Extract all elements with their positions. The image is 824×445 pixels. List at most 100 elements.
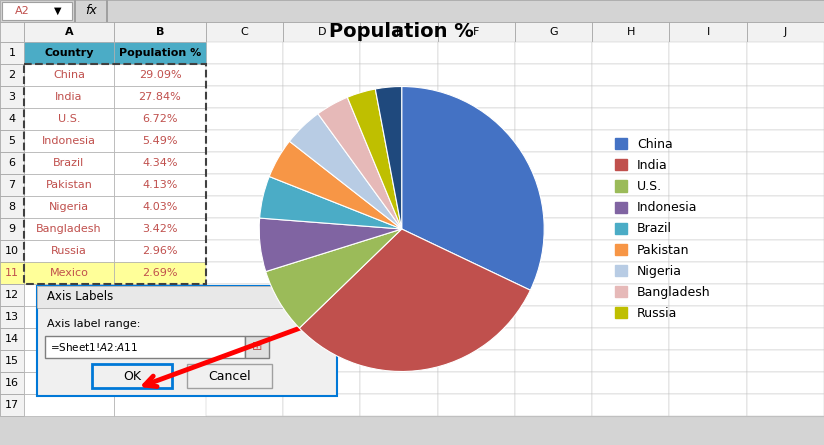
Bar — [24, 262, 114, 284]
Text: 3.42%: 3.42% — [143, 224, 178, 234]
Text: H: H — [627, 27, 635, 37]
Bar — [515, 42, 592, 64]
Bar — [747, 152, 824, 174]
Text: 4.34%: 4.34% — [143, 158, 178, 168]
Bar — [360, 86, 438, 108]
Text: B: B — [156, 27, 164, 37]
Bar — [24, 372, 114, 394]
Bar — [669, 152, 747, 174]
Bar — [24, 328, 114, 350]
Bar — [669, 350, 747, 372]
Bar — [592, 130, 669, 152]
Bar — [747, 64, 824, 86]
Bar — [206, 108, 283, 130]
Bar — [0, 262, 24, 284]
Bar — [592, 262, 669, 284]
Bar — [747, 42, 824, 64]
Text: U.S.: U.S. — [58, 114, 80, 124]
Text: 6.72%: 6.72% — [143, 114, 178, 124]
Bar — [206, 64, 283, 86]
Bar — [669, 218, 747, 240]
Bar — [24, 22, 114, 42]
Bar — [515, 218, 592, 240]
Bar — [74, 0, 76, 22]
Bar — [283, 130, 360, 152]
Text: 5: 5 — [8, 136, 16, 146]
Bar — [24, 174, 114, 196]
Text: Mexico: Mexico — [49, 268, 88, 278]
Text: Indonesia: Indonesia — [42, 136, 96, 146]
Text: India: India — [55, 92, 82, 102]
Bar — [114, 42, 206, 64]
Text: 2.69%: 2.69% — [143, 268, 178, 278]
Bar — [360, 108, 438, 130]
Bar — [438, 240, 515, 262]
Bar — [0, 196, 24, 218]
Bar — [114, 152, 206, 174]
Bar — [747, 240, 824, 262]
Bar — [438, 64, 515, 86]
Text: G: G — [550, 27, 558, 37]
Bar — [114, 196, 206, 218]
Bar — [360, 328, 438, 350]
Text: 4: 4 — [8, 114, 16, 124]
Bar — [114, 218, 206, 240]
Bar — [669, 240, 747, 262]
Text: 10: 10 — [5, 246, 19, 256]
Bar — [592, 196, 669, 218]
Bar — [592, 108, 669, 130]
Bar — [592, 218, 669, 240]
Bar — [37, 286, 337, 396]
Text: 9: 9 — [8, 224, 16, 234]
Bar — [206, 240, 283, 262]
Bar — [283, 306, 360, 328]
Bar — [0, 0, 824, 22]
Bar — [114, 240, 206, 262]
Bar — [24, 394, 114, 416]
Bar — [0, 328, 24, 350]
Text: I: I — [706, 27, 709, 37]
Bar — [515, 372, 592, 394]
Text: F: F — [473, 27, 480, 37]
Text: Brazil: Brazil — [54, 158, 85, 168]
Bar — [592, 174, 669, 196]
Text: 11: 11 — [5, 268, 19, 278]
Bar — [206, 306, 283, 328]
Bar — [206, 350, 283, 372]
Bar — [283, 350, 360, 372]
Bar — [747, 350, 824, 372]
Text: 16: 16 — [5, 378, 19, 388]
Bar — [360, 42, 438, 64]
Wedge shape — [375, 86, 402, 229]
Bar — [114, 108, 206, 130]
Bar — [438, 284, 515, 306]
Bar — [24, 64, 114, 86]
Bar — [114, 174, 206, 196]
Bar — [114, 372, 206, 394]
Bar — [283, 196, 360, 218]
Bar — [747, 108, 824, 130]
Text: 15: 15 — [5, 356, 19, 366]
Bar — [114, 306, 206, 328]
Bar — [438, 108, 515, 130]
Bar — [206, 22, 283, 42]
Text: Russia: Russia — [51, 246, 87, 256]
Bar — [283, 218, 360, 240]
Wedge shape — [401, 86, 544, 290]
Bar — [206, 152, 283, 174]
Bar — [592, 42, 669, 64]
Bar — [206, 372, 283, 394]
Text: =Sheet1!$A$2:$A$11: =Sheet1!$A$2:$A$11 — [50, 341, 138, 353]
Bar — [669, 86, 747, 108]
Text: 27.84%: 27.84% — [138, 92, 181, 102]
Bar — [114, 42, 206, 64]
Bar — [0, 240, 24, 262]
Bar — [438, 42, 515, 64]
Bar — [515, 22, 592, 42]
Bar — [438, 372, 515, 394]
Text: ⊞: ⊞ — [252, 340, 262, 353]
Text: 8: 8 — [8, 202, 16, 212]
Bar — [360, 284, 438, 306]
Bar — [206, 42, 824, 416]
Bar — [0, 152, 24, 174]
